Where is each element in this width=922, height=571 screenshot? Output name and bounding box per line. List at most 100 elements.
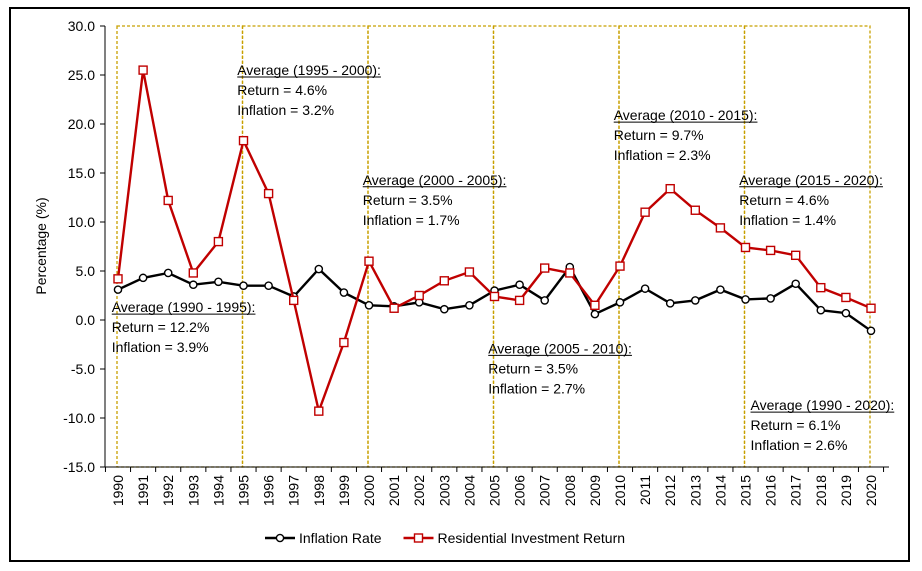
data-point-residential-investment-return (439, 276, 449, 286)
data-point-inflation-rate (791, 279, 801, 289)
data-point-residential-investment-return (289, 295, 299, 306)
x-tick-label: 1998 (311, 475, 327, 506)
data-point-residential-investment-return (489, 291, 500, 302)
data-point-residential-investment-return (690, 205, 700, 215)
data-point-inflation-rate (816, 305, 826, 315)
y-tick-label: -10.0 (63, 410, 95, 426)
data-point-residential-investment-return (565, 268, 575, 278)
data-point-inflation-rate (866, 326, 876, 336)
data-point-residential-investment-return (540, 263, 550, 273)
data-point-inflation-rate (540, 296, 550, 305)
data-point-inflation-rate (188, 280, 198, 290)
data-point-residential-investment-return (138, 65, 148, 75)
period-box-2005-2010 (492, 25, 620, 468)
x-tick-label: 2019 (838, 475, 854, 506)
x-tick-label: 2018 (813, 475, 829, 506)
y-tick-label: 10.0 (68, 214, 95, 230)
data-point-residential-investment-return (213, 236, 224, 247)
annotation-title: Average (2015 - 2020): (739, 172, 883, 188)
series-lines (113, 65, 876, 416)
annotation-return: Return = 6.1% (751, 417, 841, 433)
x-tick-label: 1993 (185, 475, 201, 506)
y-axis-label: Percentage (%) (33, 197, 49, 294)
data-point-residential-investment-return (590, 300, 600, 310)
data-point-residential-investment-return (665, 183, 675, 194)
annotation-return: Return = 12.2% (112, 319, 210, 335)
x-tick-label: 2005 (487, 475, 503, 506)
data-point-inflation-rate (716, 285, 725, 294)
data-point-residential-investment-return (816, 282, 826, 293)
data-point-inflation-rate (314, 264, 324, 274)
x-tick-label: 1994 (210, 475, 226, 506)
annotation-title: Average (2010 - 2015): (614, 107, 758, 123)
data-point-residential-investment-return (364, 256, 374, 266)
x-tick-label: 2006 (512, 475, 528, 506)
annotation-inflation: Inflation = 1.4% (739, 212, 836, 228)
data-point-inflation-rate (439, 304, 449, 314)
period-box-1990-1995 (116, 25, 244, 468)
data-point-residential-investment-return (791, 250, 801, 261)
data-point-residential-investment-return (113, 274, 123, 284)
data-point-inflation-rate (615, 298, 625, 307)
x-tick-label: 2002 (411, 475, 427, 506)
axes (100, 25, 889, 472)
x-tick-label: 2013 (687, 475, 703, 506)
data-point-residential-investment-return (163, 195, 173, 206)
data-point-inflation-rate (841, 308, 851, 318)
annotation-return: Return = 4.6% (739, 192, 829, 208)
x-tick-label: 1991 (135, 475, 151, 506)
x-tick-label: 1996 (261, 475, 277, 506)
y-tick-label: 30.0 (68, 18, 95, 34)
data-point-inflation-rate (364, 300, 374, 310)
annotation-0: Average (1990 - 1995): Return = 12.2% Infl… (111, 299, 256, 355)
data-point-inflation-rate (138, 273, 148, 283)
period-box-2000-2005 (367, 25, 495, 468)
data-point-residential-investment-return (640, 207, 650, 217)
annotation-4: Average (2010 - 2015): Return = 9.7% Infla… (613, 107, 758, 163)
x-tick-label: 2014 (712, 475, 728, 506)
data-point-inflation-rate (113, 285, 123, 294)
legend-label-inflation-rate: Inflation Rate (299, 530, 382, 546)
x-tick-label: 1999 (336, 475, 352, 506)
data-point-inflation-rate (465, 300, 474, 310)
annotation-title: Average (2000 - 2005): (363, 172, 507, 188)
annotation-return: Return = 9.7% (614, 127, 704, 143)
x-tick-label: 2003 (436, 475, 452, 506)
annotation-inflation: Inflation = 2.7% (488, 380, 585, 396)
annotation-title: Average (1995 - 2000): (237, 62, 381, 78)
x-tick-label: 2008 (562, 475, 578, 506)
annotation-return: Return = 3.5% (363, 192, 453, 208)
data-point-residential-investment-return (238, 135, 249, 146)
x-tick-label: 2000 (361, 475, 377, 506)
chart-frame (9, 7, 910, 562)
annotation-inflation: Inflation = 2.6% (751, 437, 848, 453)
legend-marker-inflation-rate (275, 533, 285, 543)
data-point-inflation-rate (640, 284, 650, 293)
data-point-residential-investment-return (314, 406, 324, 416)
data-point-inflation-rate (239, 281, 248, 291)
data-point-residential-investment-return (866, 303, 876, 313)
data-point-residential-investment-return (765, 245, 776, 256)
annotation-title: Average (1990 - 2020): (751, 397, 895, 413)
y-tick-labels: -15.0 -10.0 -5.0 0.0 5.0 10.0 15.0 20.0 25.0 30.0 (63, 18, 95, 475)
x-tick-label: 1992 (160, 475, 176, 506)
data-point-residential-investment-return (339, 337, 349, 348)
y-tick-label: 25.0 (68, 67, 95, 83)
data-point-residential-investment-return (615, 261, 625, 271)
data-point-inflation-rate (766, 294, 775, 303)
legend-marker-residential-investment-return (413, 533, 424, 543)
y-tick-label: 0.0 (76, 312, 96, 328)
data-point-inflation-rate (214, 277, 223, 287)
data-point-inflation-rate (264, 281, 273, 291)
legend-label-residential-investment-return: Residential Investment Return (438, 530, 626, 546)
x-tick-label: 2015 (738, 475, 754, 506)
annotation-2: Average (2000 - 2005): Return = 3.5% Infla… (362, 172, 507, 228)
data-point-inflation-rate (691, 296, 700, 305)
data-point-residential-investment-return (514, 295, 525, 306)
x-tick-label: 2011 (637, 475, 653, 505)
annotation-5: Average (2015 - 2020): Return = 4.6% Infla… (739, 172, 883, 228)
x-tick-label: 2001 (386, 475, 402, 506)
x-tick-label: 2004 (461, 475, 477, 506)
y-tick-label: -15.0 (63, 459, 95, 475)
